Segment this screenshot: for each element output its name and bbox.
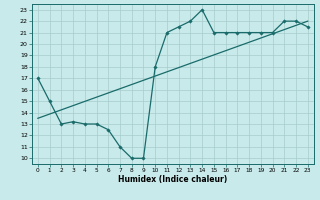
- X-axis label: Humidex (Indice chaleur): Humidex (Indice chaleur): [118, 175, 228, 184]
